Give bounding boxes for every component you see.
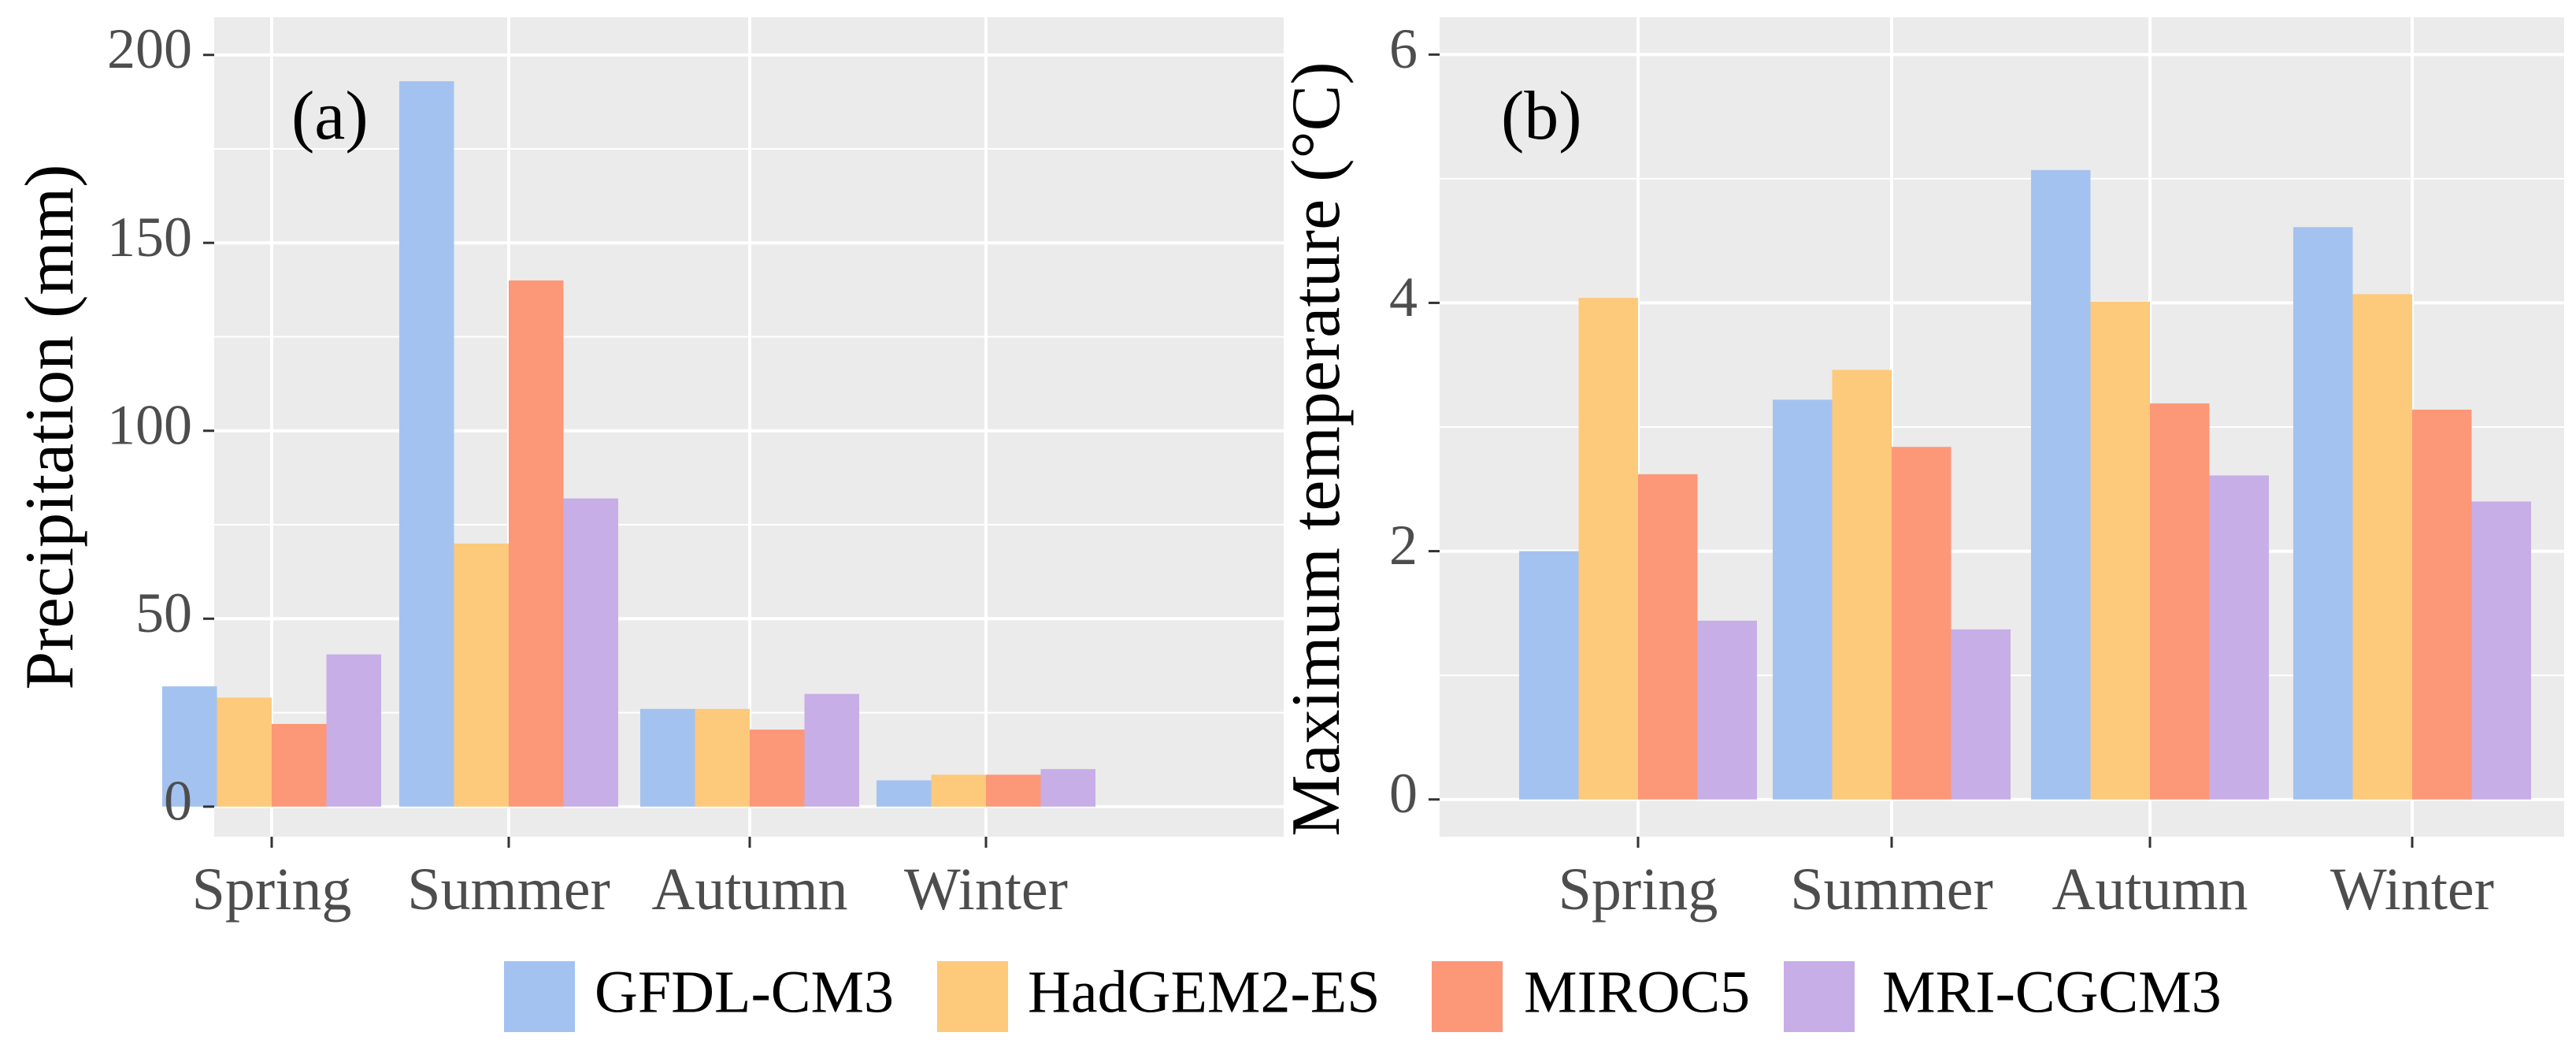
bar-mri-cgcm3-summer (1951, 629, 2011, 800)
bar-hadgem2-es-winter (2352, 294, 2412, 800)
bar-hadgem2-es-summer (454, 543, 509, 807)
bar-hadgem2-es-autumn (2090, 301, 2150, 800)
y-tick-label: 2 (1389, 514, 1418, 577)
bar-gfdl-cm3-spring (162, 686, 217, 807)
bar-gfdl-cm3-spring (1519, 551, 1579, 800)
bar-gfdl-cm3-summer (1773, 399, 1833, 800)
bar-miroc5-summer (1892, 447, 1951, 800)
x-tick-label-summer: Summer (1790, 856, 1993, 923)
panel-b-y-ticks: 0 2 4 6 (1389, 17, 1440, 825)
legend-label-mri-cgcm3: MRI-CGCM3 (1882, 959, 2222, 1025)
legend-label-hadgem2-es: HadGEM2-ES (1028, 959, 1381, 1025)
bar-mri-cgcm3-spring (1697, 620, 1757, 800)
x-tick-label-spring: Spring (1559, 856, 1718, 923)
bar-miroc5-spring (272, 723, 327, 807)
bar-gfdl-cm3-autumn (640, 708, 695, 807)
x-tick-label-winter: Winter (2330, 856, 2494, 923)
y-tick-label: 200 (107, 17, 192, 80)
y-tick-label: 50 (135, 581, 192, 644)
y-tick-label: 0 (1389, 762, 1418, 825)
bar-mri-cgcm3-summer (563, 498, 618, 807)
y-tick-label: 100 (107, 393, 192, 456)
bar-gfdl-cm3-summer (399, 81, 454, 807)
bar-miroc5-spring (1638, 474, 1698, 800)
panel-a-label: (a) (291, 78, 369, 154)
panel-b-label: (b) (1501, 78, 1582, 154)
panel-a-y-axis-label: Precipitation (mm) (12, 164, 88, 689)
panel-b-y-axis-label: Maximum temperature (°C) (1278, 61, 1355, 836)
legend: GFDL-CM3 HadGEM2-ES MIROC5 MRI-CGCM3 (504, 959, 2222, 1032)
x-tick-label-autumn: Autumn (2052, 856, 2248, 923)
legend-swatch-hadgem2-es (937, 961, 1008, 1032)
x-tick-label-autumn: Autumn (651, 856, 847, 923)
bar-mri-cgcm3-spring (326, 654, 381, 807)
x-tick-label-winter: Winter (904, 856, 1068, 923)
bar-gfdl-cm3-winter (2293, 227, 2353, 800)
panel-a-x-ticks: Spring Summer Autumn Winter (192, 837, 1068, 923)
bar-hadgem2-es-winter (931, 774, 986, 807)
bar-mri-cgcm3-autumn (2209, 475, 2269, 800)
bar-mri-cgcm3-winter (2471, 501, 2531, 800)
bar-miroc5-autumn (2150, 403, 2210, 800)
bar-hadgem2-es-spring (217, 697, 272, 807)
y-tick-label: 150 (107, 206, 192, 269)
panel-b-x-ticks: Spring Summer Autumn Winter (1559, 837, 2494, 923)
bar-gfdl-cm3-winter (877, 780, 932, 807)
panel-b-bars (1519, 169, 2531, 800)
legend-label-gfdl-cm3: GFDL-CM3 (595, 959, 894, 1025)
bar-miroc5-winter (2412, 409, 2472, 800)
bar-mri-cgcm3-winter (1040, 769, 1095, 807)
y-tick-label: 0 (164, 769, 192, 832)
bar-hadgem2-es-summer (1832, 370, 1892, 800)
bar-hadgem2-es-spring (1578, 298, 1638, 800)
bar-miroc5-autumn (750, 730, 805, 807)
panel-a-y-ticks: 0 50 100 150 200 (107, 17, 214, 832)
legend-swatch-mri-cgcm3 (1784, 961, 1855, 1032)
bar-miroc5-winter (986, 774, 1041, 807)
panel-b-max-temperature: 0 2 4 6 Spring Summer Autumn Winter Maximum te… (1278, 17, 2564, 923)
panel-a-precipitation: 0 50 100 150 200 Spring Summer Autumn Winter Pr… (12, 17, 1284, 923)
bar-mri-cgcm3-autumn (804, 693, 859, 807)
legend-label-miroc5: MIROC5 (1524, 959, 1750, 1025)
y-tick-label: 4 (1389, 266, 1418, 329)
legend-swatch-gfdl-cm3 (504, 961, 575, 1032)
x-tick-label-spring: Spring (192, 856, 352, 923)
y-tick-label: 6 (1389, 17, 1418, 80)
legend-swatch-miroc5 (1432, 961, 1503, 1032)
x-tick-label-summer: Summer (407, 856, 610, 923)
bar-miroc5-summer (509, 280, 564, 807)
bar-hadgem2-es-autumn (695, 708, 750, 807)
panel-a-bars (162, 81, 1095, 807)
bar-gfdl-cm3-autumn (2031, 169, 2091, 800)
